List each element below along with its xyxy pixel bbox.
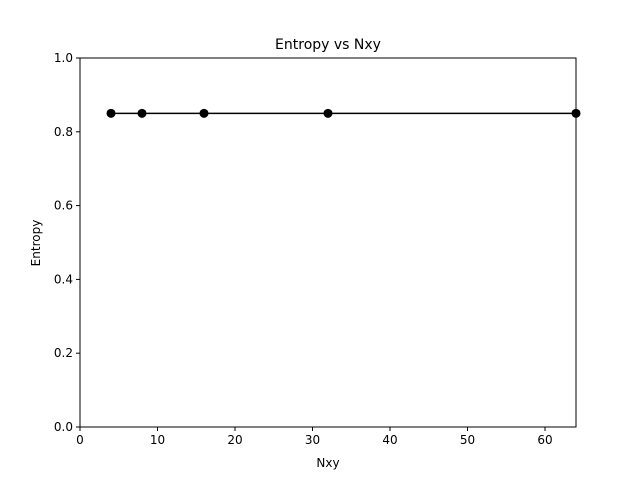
plot-area xyxy=(106,108,581,118)
y-tick-label: 0.4 xyxy=(54,272,73,286)
y-tick-label: 0.0 xyxy=(54,420,73,434)
y-tick-label: 0.2 xyxy=(54,346,73,360)
x-tick-label: 50 xyxy=(460,433,475,447)
data-point xyxy=(106,108,116,118)
y-tick-label: 0.6 xyxy=(54,199,73,213)
x-axis-label: Nxy xyxy=(316,456,339,470)
y-axis-ticks: 0.0 0.2 0.4 0.6 0.8 1.0 xyxy=(54,51,80,434)
x-tick-label: 40 xyxy=(382,433,397,447)
y-tick-label: 0.8 xyxy=(54,125,73,139)
y-tick-label: 1.0 xyxy=(54,51,73,65)
x-axis-ticks: 0 10 20 30 40 50 60 xyxy=(76,427,553,447)
data-point xyxy=(199,108,209,118)
x-tick-label: 20 xyxy=(227,433,242,447)
x-tick-label: 60 xyxy=(537,433,552,447)
x-tick-label: 30 xyxy=(305,433,320,447)
x-tick-label: 10 xyxy=(150,433,165,447)
axes-frame xyxy=(79,57,577,428)
data-point xyxy=(323,108,333,118)
chart-title: Entropy vs Nxy xyxy=(275,37,381,53)
y-axis-label: Entropy xyxy=(29,220,43,267)
x-tick-label: 0 xyxy=(76,433,84,447)
data-point xyxy=(137,108,147,118)
